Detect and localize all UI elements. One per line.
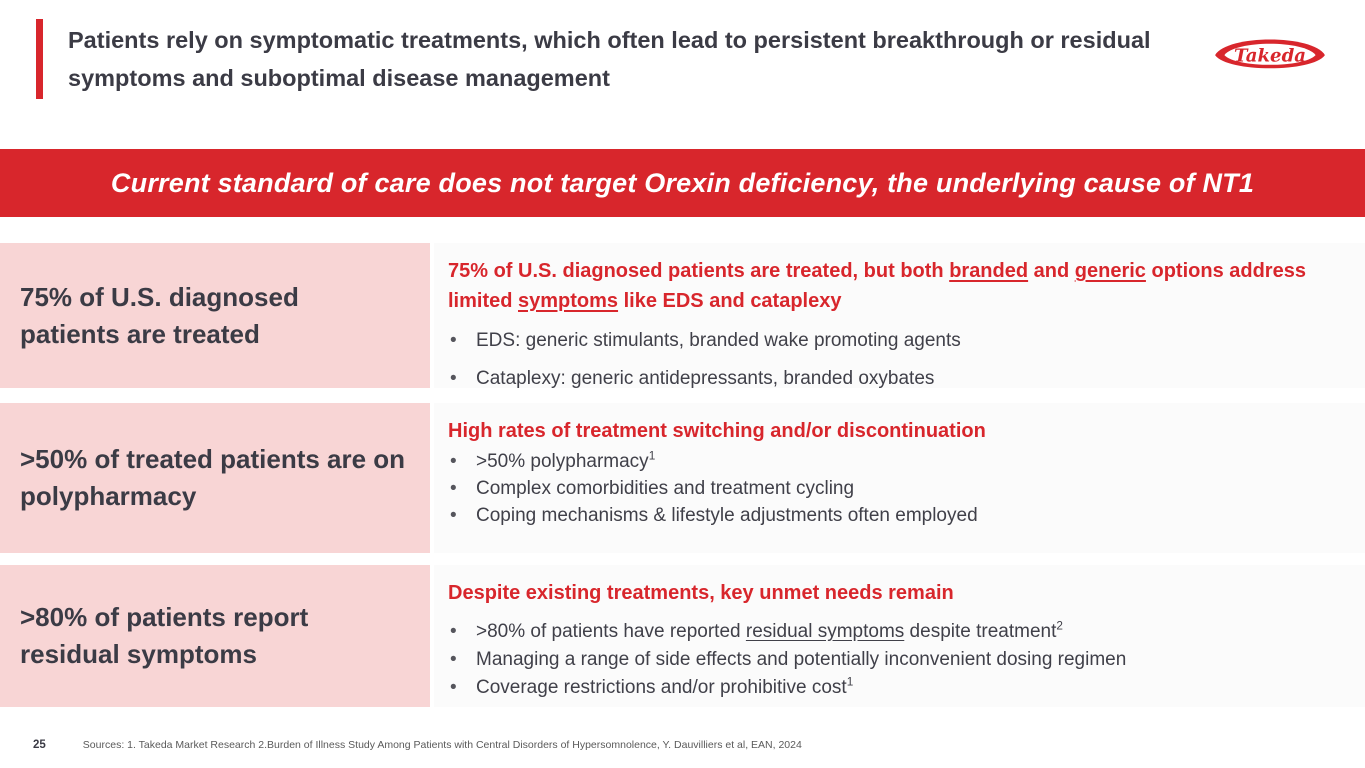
page-number: 25 — [33, 739, 46, 751]
bullet-list: >50% polypharmacy1 Complex comorbidities… — [448, 449, 1345, 529]
detail-panel: 75% of U.S. diagnosed patients are treat… — [434, 243, 1365, 392]
takeda-logo: Takeda — [1213, 30, 1327, 76]
bullet-item: Complex comorbidities and treatment cycl… — [448, 476, 1345, 502]
stat-box: >80% of patients report residual symptom… — [0, 565, 430, 707]
bullet-item: Managing a range of side effects and pot… — [448, 647, 1345, 673]
key-message-banner: Current standard of care does not target… — [0, 149, 1365, 217]
stat-box: >50% of treated patients are on polyphar… — [0, 403, 430, 553]
detail-panel: Despite existing treatments, key unmet n… — [434, 565, 1365, 707]
panel-heading: 75% of U.S. diagnosed patients are treat… — [448, 260, 1306, 312]
stat-box: 75% of U.S. diagnosed patients are treat… — [0, 243, 430, 388]
content-row-treated: 75% of U.S. diagnosed patients are treat… — [0, 243, 1365, 392]
panel-heading: Despite existing treatments, key unmet n… — [448, 582, 954, 604]
content-row-polypharmacy: >50% of treated patients are on polyphar… — [0, 403, 1365, 553]
bullet-list: EDS: generic stimulants, branded wake pr… — [448, 328, 1345, 392]
bullet-item: Cataplexy: generic antidepressants, bran… — [448, 366, 1345, 392]
stat-text: >80% of patients report residual symptom… — [20, 602, 309, 669]
content-row-residual-symptoms: >80% of patients report residual symptom… — [0, 565, 1365, 707]
takeda-logo-text: Takeda — [1234, 45, 1306, 66]
title-accent-bar — [36, 19, 43, 99]
stat-text: 75% of U.S. diagnosed patients are treat… — [20, 281, 299, 349]
bullet-list: >80% of patients have reported residual … — [448, 619, 1345, 701]
bullet-item: >80% of patients have reported residual … — [448, 619, 1345, 645]
bullet-item: >50% polypharmacy1 — [448, 449, 1345, 475]
bullet-item: Coverage restrictions and/or prohibitive… — [448, 675, 1345, 701]
bullet-item: Coping mechanisms & lifestyle adjustment… — [448, 503, 1345, 529]
detail-panel: High rates of treatment switching and/or… — [434, 403, 1365, 553]
footer: 25 Sources: 1. Takeda Market Research 2.… — [33, 739, 802, 751]
sources-text: Sources: 1. Takeda Market Research 2.Bur… — [82, 739, 802, 751]
bullet-item: EDS: generic stimulants, branded wake pr… — [448, 328, 1345, 354]
page-title: Patients rely on symptomatic treatments,… — [68, 27, 1151, 91]
stat-text: >50% of treated patients are on polyphar… — [20, 444, 406, 511]
panel-heading: High rates of treatment switching and/or… — [448, 420, 986, 442]
takeda-logo-graphic: Takeda — [1215, 39, 1325, 69]
key-message-text: Current standard of care does not target… — [110, 167, 1255, 198]
